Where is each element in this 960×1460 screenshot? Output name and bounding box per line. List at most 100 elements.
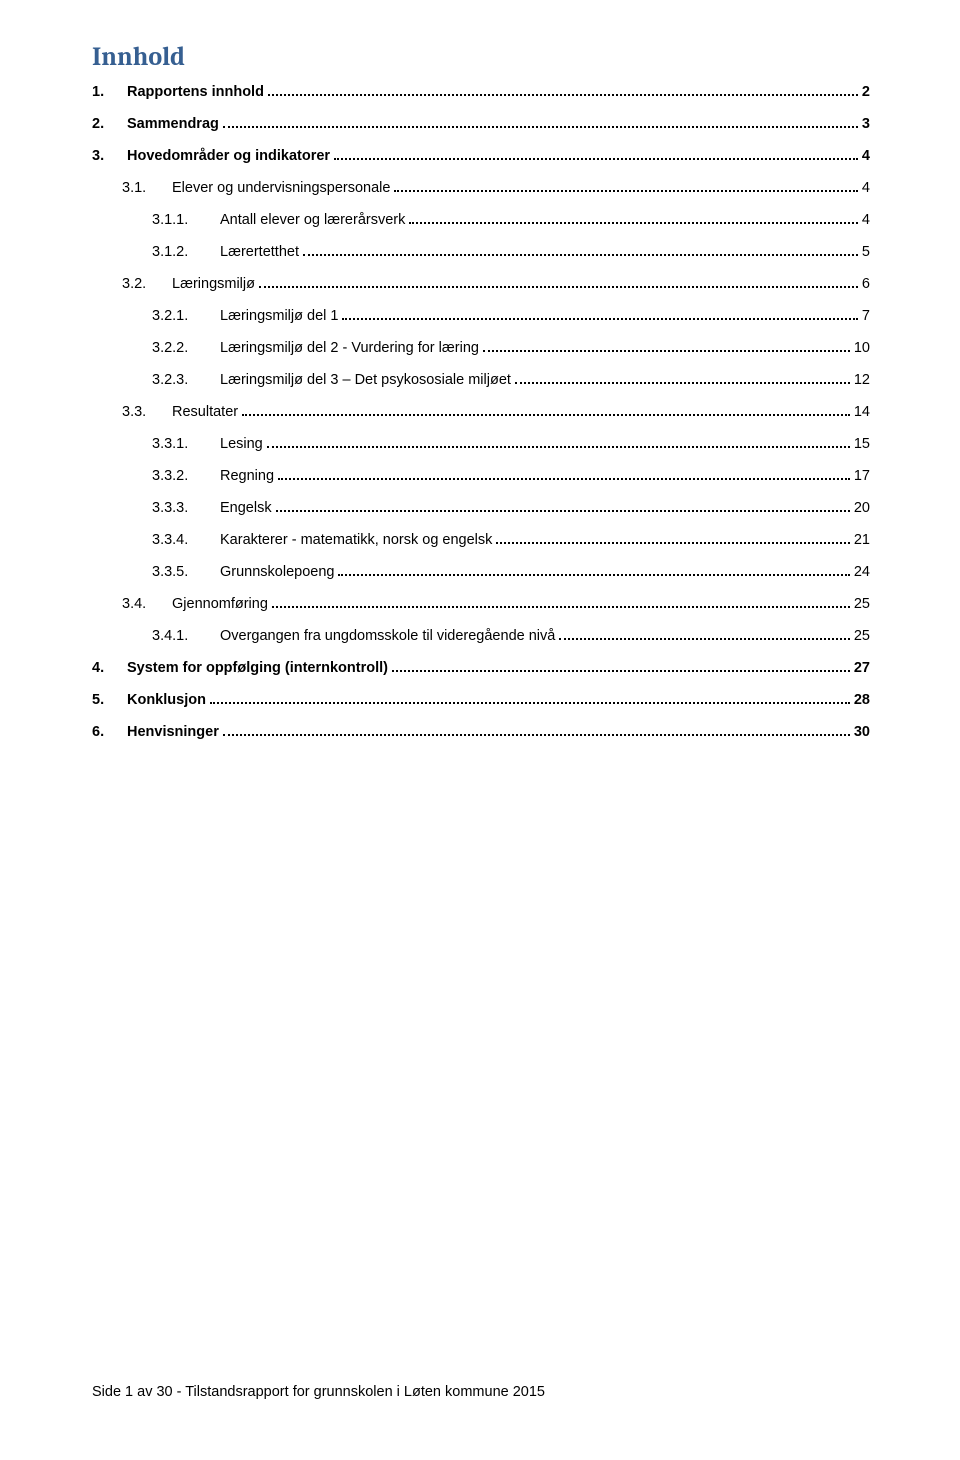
toc-entry[interactable]: 3.Hovedområder og indikatorer 4 (92, 148, 870, 164)
toc-entry-page: 20 (854, 500, 870, 516)
toc-entry-page: 28 (854, 692, 870, 708)
toc-entry[interactable]: 1.Rapportens innhold 2 (92, 84, 870, 100)
toc-leader-dots (334, 158, 858, 160)
toc-entry-page: 2 (862, 84, 870, 100)
toc-entry-page: 25 (854, 596, 870, 612)
toc-entry-page: 12 (854, 372, 870, 388)
toc-entry-number: 3.3.3. (92, 500, 220, 516)
toc-entry-label: Gjennomføring (172, 596, 268, 612)
toc-entry-page: 3 (862, 116, 870, 132)
toc-entry[interactable]: 3.2.Læringsmiljø 6 (92, 276, 870, 292)
toc-entry-page: 4 (862, 148, 870, 164)
toc-leader-dots (342, 318, 857, 320)
toc-entry-label: Grunnskolepoeng (220, 564, 334, 580)
toc-entry[interactable]: 3.2.1.Læringsmiljø del 17 (92, 308, 870, 324)
toc-entry[interactable]: 3.3.5.Grunnskolepoeng24 (92, 564, 870, 580)
toc-entry-page: 15 (854, 436, 870, 452)
toc-leader-dots (483, 350, 850, 352)
toc-entry-number: 3.1.1. (92, 212, 220, 228)
toc-entry-number: 3.2.1. (92, 308, 220, 324)
toc-entry[interactable]: 3.2.3.Læringsmiljø del 3 – Det psykososi… (92, 372, 870, 388)
toc-entry-label: Henvisninger (127, 724, 219, 740)
toc-entry-number: 3.1. (92, 180, 172, 196)
toc-entry-number: 2. (92, 116, 127, 132)
toc-leader-dots (409, 222, 858, 224)
toc-entry-label: Karakterer - matematikk, norsk og engels… (220, 532, 492, 548)
toc-entry-number: 3.1.2. (92, 244, 220, 260)
toc-entry-page: 27 (854, 660, 870, 676)
toc-entry-label: Overgangen fra ungdomsskole til videregå… (220, 628, 555, 644)
table-of-contents: 1.Rapportens innhold 2 2.Sammendrag 3 3.Hove… (92, 84, 870, 740)
toc-entry-label: Læringsmiljø del 1 (220, 308, 338, 324)
toc-entry-page: 25 (854, 628, 870, 644)
toc-entry-page: 4 (862, 212, 870, 228)
toc-entry-number: 3.3.2. (92, 468, 220, 484)
page-footer: Side 1 av 30 - Tilstandsrapport for grun… (92, 1384, 545, 1400)
toc-entry-label: Lesing (220, 436, 263, 452)
toc-leader-dots (268, 94, 858, 96)
toc-entry-number: 4. (92, 660, 127, 676)
toc-entry[interactable]: 6.Henvisninger30 (92, 724, 870, 740)
toc-entry-label: Læringsmiljø (172, 276, 255, 292)
toc-entry-label: Rapportens innhold (127, 84, 264, 100)
toc-entry-number: 3.3.1. (92, 436, 220, 452)
toc-leader-dots (210, 702, 850, 704)
toc-entry[interactable]: 3.2.2.Læringsmiljø del 2 - Vurdering for… (92, 340, 870, 356)
toc-leader-dots (392, 670, 850, 672)
toc-entry-number: 3.3.4. (92, 532, 220, 548)
toc-entry[interactable]: 3.1.2.Lærertetthet 5 (92, 244, 870, 260)
toc-entry-number: 3.2.2. (92, 340, 220, 356)
toc-entry-page: 17 (854, 468, 870, 484)
toc-entry-label: Elever og undervisningspersonale (172, 180, 390, 196)
toc-entry-number: 6. (92, 724, 127, 740)
toc-entry-number: 1. (92, 84, 127, 100)
toc-entry[interactable]: 3.4.Gjennomføring 25 (92, 596, 870, 612)
toc-entry-number: 3.3. (92, 404, 172, 420)
toc-entry[interactable]: 2.Sammendrag 3 (92, 116, 870, 132)
toc-entry[interactable]: 3.1.1.Antall elever og lærerårsverk 4 (92, 212, 870, 228)
toc-entry-label: Læringsmiljø del 3 – Det psykososiale mi… (220, 372, 511, 388)
toc-entry-page: 14 (854, 404, 870, 420)
toc-entry-page: 5 (862, 244, 870, 260)
toc-entry-label: Hovedområder og indikatorer (127, 148, 330, 164)
toc-entry-number: 3.4.1. (92, 628, 220, 644)
toc-entry-label: Konklusjon (127, 692, 206, 708)
toc-entry-label: Sammendrag (127, 116, 219, 132)
toc-entry[interactable]: 4.System for oppfølging (internkontroll)… (92, 660, 870, 676)
toc-leader-dots (338, 574, 849, 576)
toc-leader-dots (515, 382, 850, 384)
toc-entry-label: Resultater (172, 404, 238, 420)
toc-leader-dots (496, 542, 849, 544)
toc-leader-dots (223, 734, 850, 736)
toc-entry-page: 4 (862, 180, 870, 196)
toc-leader-dots (242, 414, 850, 416)
toc-leader-dots (276, 510, 850, 512)
toc-entry-number: 3.2. (92, 276, 172, 292)
toc-leader-dots (267, 446, 850, 448)
toc-entry-label: Engelsk (220, 500, 272, 516)
toc-entry[interactable]: 3.1.Elever og undervisningspersonale 4 (92, 180, 870, 196)
toc-entry[interactable]: 3.3.1.Lesing 15 (92, 436, 870, 452)
toc-entry-page: 24 (854, 564, 870, 580)
toc-leader-dots (272, 606, 850, 608)
toc-entry-number: 3.4. (92, 596, 172, 612)
toc-entry-label: Læringsmiljø del 2 - Vurdering for lærin… (220, 340, 479, 356)
toc-entry-number: 3. (92, 148, 127, 164)
toc-entry-label: Regning (220, 468, 274, 484)
toc-entry-label: Antall elever og lærerårsverk (220, 212, 405, 228)
toc-leader-dots (259, 286, 858, 288)
toc-entry[interactable]: 5.Konklusjon 28 (92, 692, 870, 708)
toc-entry[interactable]: 3.4.1.Overgangen fra ungdomsskole til vi… (92, 628, 870, 644)
toc-entry[interactable]: 3.3.3.Engelsk 20 (92, 500, 870, 516)
toc-leader-dots (303, 254, 858, 256)
toc-entry[interactable]: 3.3.4.Karakterer - matematikk, norsk og … (92, 532, 870, 548)
toc-leader-dots (278, 478, 850, 480)
toc-entry-page: 6 (862, 276, 870, 292)
toc-entry-label: System for oppfølging (internkontroll) (127, 660, 388, 676)
toc-leader-dots (223, 126, 858, 128)
toc-entry[interactable]: 3.3.2.Regning 17 (92, 468, 870, 484)
toc-entry-label: Lærertetthet (220, 244, 299, 260)
toc-entry[interactable]: 3.3.Resultater 14 (92, 404, 870, 420)
toc-entry-page: 10 (854, 340, 870, 356)
toc-entry-number: 5. (92, 692, 127, 708)
